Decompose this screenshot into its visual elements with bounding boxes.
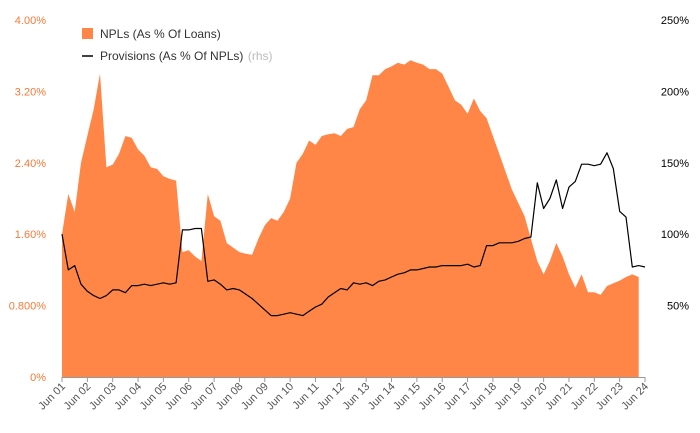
plot-area xyxy=(61,60,646,378)
x-axis-tick-label: Jun 18 xyxy=(467,381,499,413)
legend-provisions-text: Provisions (As % Of NPLs) (rhs) xyxy=(100,47,273,64)
x-axis-tick-label: Jun 17 xyxy=(442,381,474,413)
x-axis-tick-label: Jun 23 xyxy=(594,381,626,413)
x-axis-tick-label: Jun 07 xyxy=(188,381,220,413)
left-axis-tick-label: 0% xyxy=(30,372,46,384)
x-axis-tick-label: Jun 10 xyxy=(264,381,296,413)
left-axis-tick-label: 1.60% xyxy=(15,229,46,241)
right-axis-tick-label: 250% xyxy=(661,15,689,27)
x-axis-tick-label: Jun 09 xyxy=(239,381,271,413)
right-axis-tick-label: 100% xyxy=(661,229,689,241)
x-axis-tick-label: Jun 05 xyxy=(138,381,170,413)
x-axis-tick-label: Jun 15 xyxy=(391,381,423,413)
x-axis-tick-label: Jun 19 xyxy=(493,381,525,413)
x-axis-tick-label: Jun 14 xyxy=(366,381,398,413)
legend-provisions-note: (rhs) xyxy=(248,49,273,63)
npl-area-series xyxy=(62,60,639,377)
x-axis-tick-label: Jun 12 xyxy=(315,381,347,413)
x-axis-tick-label: Jun 16 xyxy=(416,381,448,413)
provisions-line-series xyxy=(61,152,646,317)
x-axis-tick-label: Jun 03 xyxy=(87,381,119,413)
legend-npl-label: NPLs (As % Of Loans) xyxy=(100,27,221,41)
x-axis-tick-label: Jun 13 xyxy=(340,381,372,413)
x-axis-tick-label: Jun 02 xyxy=(62,381,94,413)
legend: NPLs (As % Of Loans) Provisions (As % Of… xyxy=(82,27,273,64)
left-axis: 0% 0.800% 1.60% 2.40% 3.20% 4.00% xyxy=(9,15,47,384)
x-axis-tick-label: Jun 22 xyxy=(569,381,601,413)
legend-provisions-label: Provisions (As % Of NPLs) xyxy=(100,49,243,63)
x-axis-tick-label: Jun 21 xyxy=(543,381,575,413)
left-axis-tick-label: 3.20% xyxy=(15,86,46,98)
legend-npl-swatch xyxy=(82,28,93,39)
x-axis-tick-label: Jun 20 xyxy=(518,381,550,413)
left-axis-tick-label: 2.40% xyxy=(15,158,46,170)
right-axis: 50% 100% 150% 200% 250% xyxy=(661,15,689,313)
left-axis-tick-label: 0.800% xyxy=(9,301,47,313)
x-axis-tick-label: Jun 01 xyxy=(36,381,68,413)
right-axis-tick-label: 200% xyxy=(661,86,689,98)
x-axis-tick-label: Jun 04 xyxy=(112,381,144,413)
x-axis-tick-label: Jun 24 xyxy=(619,381,651,413)
left-axis-tick-label: 4.00% xyxy=(15,15,46,27)
x-axis-tick-label: Jun 08 xyxy=(214,381,246,413)
x-axis-tick-label: Jun 11 xyxy=(290,381,321,412)
x-axis-tick-label: Jun 06 xyxy=(163,381,195,413)
right-axis-tick-label: 50% xyxy=(667,301,689,313)
right-axis-tick-label: 150% xyxy=(661,158,689,170)
